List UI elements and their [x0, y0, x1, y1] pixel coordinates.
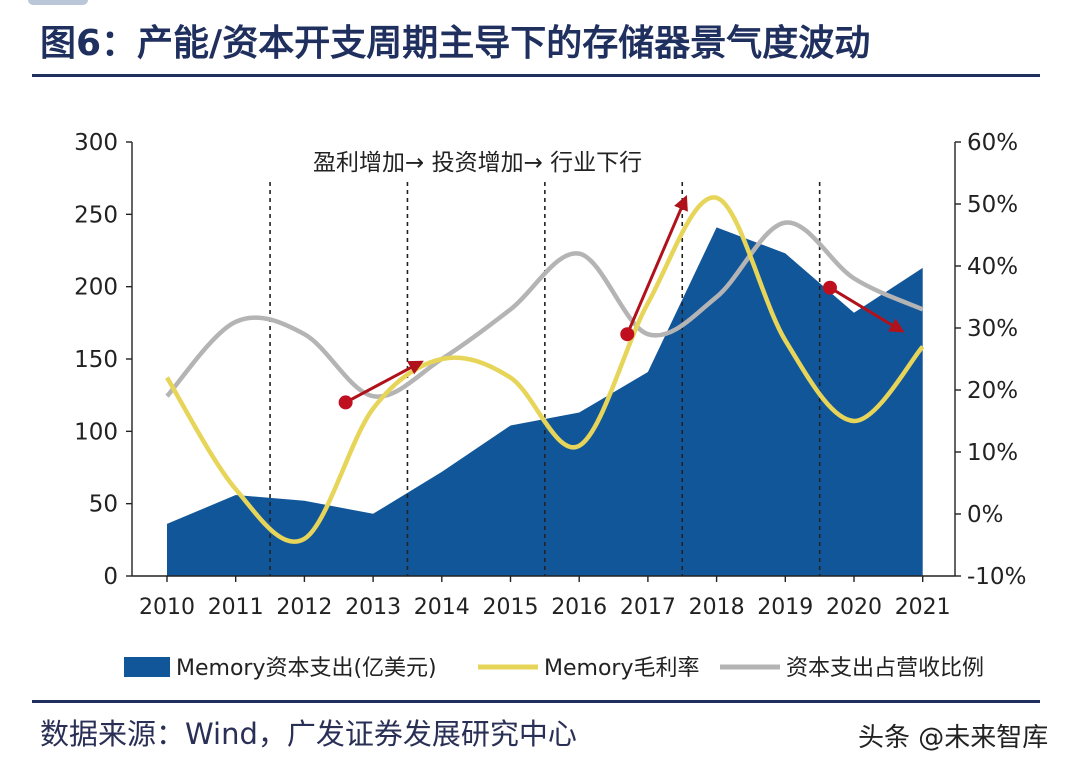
x-tick-label-11: 2021	[895, 595, 951, 620]
trend-marker-0	[338, 395, 353, 410]
x-tick-label-2: 2012	[276, 595, 332, 620]
trend-marker-1	[620, 327, 635, 342]
x-tick-label-3: 2013	[345, 595, 401, 620]
trend-arrow-0	[344, 360, 424, 404]
title-divider	[32, 74, 1040, 77]
left-tick-label-3: 150	[74, 347, 118, 373]
right-tick-label-5: 40%	[967, 254, 1018, 280]
legend-capex-ratio-label: 资本支出占营收比例	[786, 656, 984, 681]
right-tick-label-6: 50%	[967, 192, 1018, 218]
source-note: 数据来源：Wind，广发证券发展研究中心	[40, 717, 577, 751]
right-tick-label-4: 30%	[967, 316, 1018, 342]
x-tick-label-9: 2019	[757, 595, 813, 620]
watermark: 头条 @未来智库	[858, 718, 1048, 758]
footer-divider	[32, 700, 1040, 703]
capex-area	[167, 227, 923, 576]
trend-marker-2	[822, 280, 837, 295]
axes-layer: 0 50 100 150 200 250 300 -10% 0% 10% 20% 30% 40% 50% 6…	[74, 130, 1026, 620]
line-layer	[165, 195, 925, 544]
x-tick-label-1: 2011	[208, 595, 264, 620]
left-tick-label-4: 200	[74, 275, 118, 301]
left-tick-label-0: 0	[103, 564, 118, 590]
left-tick-label-1: 50	[89, 492, 118, 518]
x-tick-label-5: 2015	[483, 595, 539, 620]
header-decoration	[28, 0, 88, 5]
right-tick-label-7: 60%	[967, 130, 1018, 156]
right-tick-label-3: 20%	[967, 378, 1018, 404]
left-tick-label-6: 300	[74, 130, 118, 156]
area-layer	[167, 227, 923, 576]
trend-arrow-1	[625, 195, 688, 335]
right-tick-label-2: 10%	[967, 440, 1018, 466]
legend-capex-label: Memory资本支出(亿美元)	[176, 656, 437, 681]
left-tick-label-5: 250	[74, 202, 118, 228]
gross-margin-line	[165, 195, 925, 544]
x-tick-label-4: 2014	[414, 595, 470, 620]
legend-gross-margin-label: Memory毛利率	[544, 656, 699, 681]
figure-title: 图6：产能/资本开支周期主导下的存储器景气度波动	[40, 23, 871, 64]
annotation-text: 盈利增加→ 投资增加→ 行业下行	[313, 150, 642, 176]
x-tick-label-6: 2016	[551, 595, 607, 620]
x-tick-label-8: 2018	[689, 595, 745, 620]
arrow-layer	[338, 195, 905, 410]
capex-ratio-line	[165, 220, 924, 399]
x-tick-label-10: 2020	[826, 595, 882, 620]
legend-capex-swatch	[124, 657, 170, 677]
trend-arrow-2	[829, 286, 905, 333]
right-tick-label-1: 0%	[967, 502, 1004, 528]
watermark-text: 头条 @未来智库	[858, 723, 1049, 753]
legend: Memory资本支出(亿美元) Memory毛利率 资本支出占营收比例	[124, 656, 984, 681]
right-tick-label-0: -10%	[967, 564, 1026, 590]
top-accent	[0, 0, 1080, 6]
x-tick-label-7: 2017	[620, 595, 676, 620]
left-tick-label-2: 100	[74, 419, 118, 445]
x-tick-label-0: 2010	[139, 595, 195, 620]
vline-layer	[269, 182, 821, 576]
